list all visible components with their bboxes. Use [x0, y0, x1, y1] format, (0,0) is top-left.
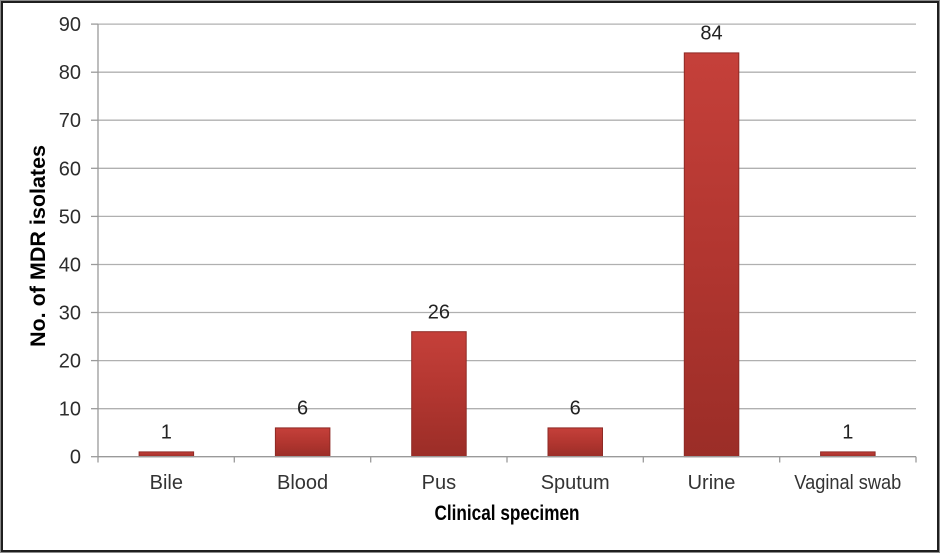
svg-text:80: 80 [59, 62, 81, 84]
svg-text:40: 40 [59, 255, 81, 277]
svg-text:Bile: Bile [150, 472, 183, 494]
svg-text:20: 20 [59, 351, 81, 373]
svg-text:1: 1 [842, 422, 853, 444]
svg-text:Vaginal swab: Vaginal swab [794, 472, 901, 494]
svg-text:0: 0 [70, 447, 81, 469]
svg-text:70: 70 [59, 110, 81, 132]
svg-text:60: 60 [59, 158, 81, 180]
svg-text:84: 84 [700, 23, 722, 45]
svg-text:1: 1 [161, 422, 172, 444]
svg-text:Clinical specimen: Clinical specimen [435, 502, 580, 525]
svg-text:Urine: Urine [688, 472, 736, 494]
svg-text:Blood: Blood [277, 472, 328, 494]
svg-text:90: 90 [59, 14, 81, 36]
svg-text:30: 30 [59, 303, 81, 325]
svg-text:Sputum: Sputum [541, 472, 610, 494]
svg-text:6: 6 [570, 398, 581, 420]
svg-text:No. of MDR isolates: No. of MDR isolates [27, 145, 50, 347]
svg-text:50: 50 [59, 206, 81, 228]
svg-text:Pus: Pus [422, 472, 456, 494]
svg-text:6: 6 [297, 398, 308, 420]
svg-text:10: 10 [59, 399, 81, 421]
svg-text:26: 26 [428, 301, 450, 323]
